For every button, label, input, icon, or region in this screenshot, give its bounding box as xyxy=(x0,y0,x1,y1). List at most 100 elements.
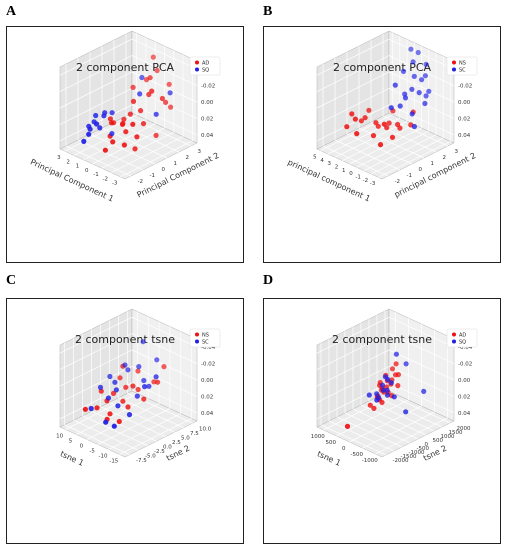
grid-line xyxy=(110,136,184,173)
data-point-sq xyxy=(379,382,386,388)
legend-label: SQ xyxy=(202,68,209,74)
data-point-sc xyxy=(103,419,109,425)
x-tick-label: -2 xyxy=(363,178,368,184)
grid-line xyxy=(77,139,144,171)
grid-line xyxy=(388,55,455,86)
data-point-sq xyxy=(102,110,108,116)
grid-line xyxy=(346,133,413,165)
chart-panel-b: -3-2-1012345-2-101230.040.020.00-0.02-0.… xyxy=(263,26,501,263)
data-point-ad xyxy=(395,372,401,378)
data-point-ad xyxy=(127,111,133,117)
data-point-sq xyxy=(93,112,99,119)
grid-line xyxy=(65,145,132,177)
data-point-sq xyxy=(109,110,115,116)
grid-line xyxy=(131,55,198,86)
z-tick-label: -0.02 xyxy=(201,362,215,368)
z-tick-label: -0.02 xyxy=(458,362,472,368)
data-point-sc xyxy=(423,61,429,67)
data-point-sq xyxy=(380,387,386,393)
data-point-ad xyxy=(344,423,351,429)
data-point-sc xyxy=(126,412,133,418)
y-tick-label: -500 xyxy=(417,446,430,452)
data-point-ad xyxy=(123,129,129,135)
grid-line xyxy=(388,71,455,103)
grid-line xyxy=(316,366,390,403)
data-point-sc xyxy=(113,387,119,393)
x-tick-label: 1 xyxy=(76,164,80,170)
z-tick-label: 0.02 xyxy=(201,116,213,122)
points xyxy=(344,46,432,148)
chart-svg-a: -3-2-10123-2-101230.040.020.00-0.02-0.04… xyxy=(29,30,221,204)
data-point-ad xyxy=(371,405,377,411)
data-point-sq xyxy=(97,125,103,131)
grid-line xyxy=(59,366,133,403)
data-point-sc xyxy=(134,393,140,399)
data-point-ns xyxy=(366,107,372,113)
data-point-ad xyxy=(147,75,153,81)
grid-line xyxy=(59,88,133,125)
z-tick-label: 0.04 xyxy=(458,411,471,417)
grid-line xyxy=(82,415,148,447)
grid-line xyxy=(316,349,390,387)
data-point-ns xyxy=(125,404,131,410)
chart-panel-d: -1000 -500 0 500 1000 -2000 -1500 -1000 -500 0 500… xyxy=(263,298,501,544)
x-tick-label: -3 xyxy=(112,181,118,187)
data-point-ad xyxy=(130,121,136,127)
data-point-ad xyxy=(132,146,138,152)
data-point-sq xyxy=(391,394,397,400)
grid-line xyxy=(59,382,133,420)
x-axis-label: tsne 1 xyxy=(59,449,85,468)
data-point-sq xyxy=(403,409,409,415)
x-tick-label: 2 xyxy=(335,165,339,171)
data-point-sc xyxy=(97,384,104,390)
grid-line xyxy=(376,396,443,428)
chart-panel-a: -3-2-10123-2-101230.040.020.00-0.02-0.04… xyxy=(6,26,244,263)
data-point-ns xyxy=(375,123,381,129)
grid-line xyxy=(320,424,387,456)
x-tick-label: 0 xyxy=(85,168,89,174)
chart-svg-d: -1000-50005001000-2000-1500-1000-5000500… xyxy=(311,308,478,468)
grid-line xyxy=(59,316,133,354)
data-point-sq xyxy=(403,361,409,367)
grid-line xyxy=(316,333,390,370)
grid-line xyxy=(358,127,425,159)
data-point-sc xyxy=(112,379,118,385)
data-point-sq xyxy=(86,123,92,129)
data-point-sq xyxy=(366,392,372,398)
grid-line xyxy=(388,382,455,414)
x-tick-label: 0 xyxy=(342,446,346,452)
data-point-ad xyxy=(153,132,159,138)
data-point-sq xyxy=(109,131,115,137)
data-point-ns xyxy=(349,111,355,117)
data-point-sc xyxy=(154,357,160,363)
data-point-sc xyxy=(408,46,414,52)
grid-line xyxy=(316,38,390,76)
data-point-ad xyxy=(166,81,172,87)
z-tick-label: 0.04 xyxy=(458,133,471,139)
data-point-sc xyxy=(400,68,407,74)
data-point-sq xyxy=(384,392,391,398)
data-point-sc xyxy=(410,59,416,65)
grid-line xyxy=(316,382,390,420)
y-tick-label: -2 xyxy=(395,179,400,185)
grid-line xyxy=(86,403,160,440)
data-point-sc xyxy=(136,364,142,370)
grid-line xyxy=(83,123,156,161)
grid-line xyxy=(342,124,415,161)
grid-line xyxy=(368,400,435,432)
data-point-ns xyxy=(389,134,396,140)
data-point-ns xyxy=(120,398,126,404)
grid-line xyxy=(91,410,157,442)
grid-line xyxy=(316,71,390,109)
data-point-ns xyxy=(94,405,100,411)
data-point-sc xyxy=(411,73,417,79)
data-point-ns xyxy=(135,386,141,393)
y-tick-label: -5.0 xyxy=(145,453,156,459)
data-point-sc xyxy=(402,95,409,101)
x-tick-label: -3 xyxy=(370,181,376,187)
panel-letter-d: D xyxy=(263,273,274,288)
data-point-ad xyxy=(121,142,127,148)
grid-line xyxy=(316,104,390,142)
y-tick-label: 0 xyxy=(162,167,166,173)
y-tick-label: 500 xyxy=(433,438,444,444)
